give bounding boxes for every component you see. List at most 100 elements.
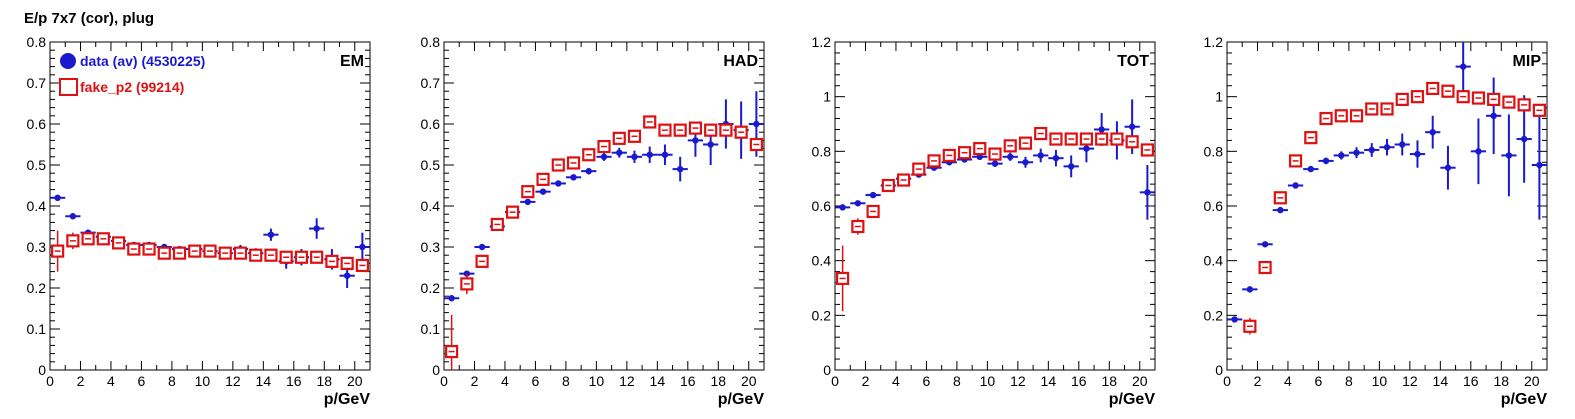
x-tick-label: 6 <box>1315 373 1323 389</box>
x-tick-label: 20 <box>741 373 757 389</box>
panel-title: TOT <box>1117 53 1149 70</box>
data-point <box>524 198 532 206</box>
panel-em: 0 2 4 6 8 10 12 14 16 18 20 0 0.1 0.2 0.3 0.4 0.5 0.6 0.7 0… <box>27 34 371 408</box>
data-point <box>1261 241 1269 248</box>
data-point <box>1144 189 1151 196</box>
data-point <box>661 151 669 158</box>
y-tick-label: 1.2 <box>812 34 832 50</box>
data-point <box>991 160 999 167</box>
x-tick-label: 18 <box>1493 373 1509 389</box>
data-point <box>54 194 61 201</box>
y-tick-label: 0.7 <box>27 75 47 91</box>
x-tick-label: 2 <box>1254 373 1262 389</box>
y-tick-label: 0 <box>1215 362 1223 378</box>
data-point <box>1490 112 1497 120</box>
x-tick-label: 14 <box>1433 373 1449 389</box>
data-point <box>313 225 320 232</box>
data-point <box>707 141 714 148</box>
y-tick-label: 1 <box>1215 89 1223 105</box>
y-tick-label: 1.2 <box>1204 34 1224 50</box>
legend-label-data: data (av) (4530225) <box>80 53 205 69</box>
x-tick-label: 18 <box>316 373 332 389</box>
x-tick-label: 16 <box>1463 373 1479 389</box>
x-tick-label: 20 <box>347 373 363 389</box>
data-point <box>585 167 592 175</box>
data-point <box>1128 123 1136 130</box>
x-axis-title: p/GeV <box>718 391 765 408</box>
y-tick-label: 0.4 <box>27 198 47 214</box>
data-point <box>539 188 547 195</box>
y-tick-label: 0.5 <box>27 157 47 173</box>
data-point <box>1037 152 1044 159</box>
data-point <box>1475 148 1482 155</box>
x-tick-label: 14 <box>650 373 666 389</box>
x-tick-label: 16 <box>1071 373 1087 389</box>
x-tick-label: 12 <box>1010 373 1026 389</box>
data-point <box>1307 165 1315 173</box>
y-tick-label: 0.5 <box>421 157 441 173</box>
x-tick-label: 8 <box>562 373 570 389</box>
data-point <box>839 204 846 211</box>
y-tick-label: 0.2 <box>1204 307 1224 323</box>
legend-marker-data <box>60 53 76 69</box>
x-tick-label: 12 <box>619 373 635 389</box>
x-tick-label: 6 <box>138 373 146 389</box>
x-tick-label: 10 <box>980 373 996 389</box>
legend-marker-fake <box>59 78 78 96</box>
x-axis-title: p/GeV <box>1109 391 1156 408</box>
data-point <box>676 165 684 173</box>
data-point <box>343 272 351 279</box>
data-point <box>1338 152 1345 159</box>
x-tick-label: 4 <box>1284 373 1292 389</box>
y-tick-label: 0 <box>823 362 831 378</box>
data-point <box>1505 152 1513 159</box>
data-point <box>1083 145 1090 152</box>
y-tick-label: 0.7 <box>421 75 441 91</box>
data-point <box>448 295 455 302</box>
data-point <box>1292 182 1299 189</box>
data-point <box>1007 153 1014 160</box>
panel-title: HAD <box>723 53 758 70</box>
panel-title: MIP <box>1513 53 1542 70</box>
panel-mip: 0 2 4 6 8 10 12 14 16 18 20 0 0.2 0.4 0.6 0.8 1 1.2 p/GeV M… <box>1204 34 1548 408</box>
y-tick-label: 0.8 <box>421 34 441 50</box>
x-tick-label: 12 <box>1402 373 1418 389</box>
data-point <box>1098 126 1105 133</box>
data-point <box>631 153 638 160</box>
x-tick-label: 14 <box>1041 373 1057 389</box>
x-axis-title: p/GeV <box>324 391 371 408</box>
x-tick-label: 6 <box>923 373 931 389</box>
plot-frame <box>1226 41 1548 371</box>
data-point <box>1536 161 1543 169</box>
x-axis-title: p/GeV <box>1501 391 1548 408</box>
data-point <box>267 231 275 238</box>
data-point <box>555 180 562 187</box>
x-tick-label: 10 <box>589 373 605 389</box>
x-tick-label: 10 <box>195 373 211 389</box>
x-tick-label: 2 <box>471 373 479 389</box>
y-tick-label: 0.1 <box>421 321 441 337</box>
y-tick-label: 0.8 <box>27 34 47 50</box>
x-tick-label: 20 <box>1524 373 1540 389</box>
data-point <box>1322 157 1330 165</box>
y-tick-label: 0.8 <box>812 143 832 159</box>
data-point <box>1052 154 1060 162</box>
y-tick-label: 0.6 <box>421 116 441 132</box>
x-tick-label: 6 <box>532 373 540 389</box>
data-point <box>854 200 862 207</box>
panel-had: 0 2 4 6 8 10 12 14 16 18 20 0 0.1 0.2 0.3 0.4 0.5 0.6 0.7 0… <box>421 34 765 408</box>
data-point <box>1246 286 1254 293</box>
plot-frame <box>443 41 765 371</box>
data-point <box>1231 316 1238 323</box>
y-tick-label: 0.4 <box>421 198 441 214</box>
data-point <box>1399 141 1406 148</box>
data-point <box>976 153 983 160</box>
y-tick-label: 0.4 <box>812 253 832 269</box>
x-tick-label: 8 <box>953 373 961 389</box>
y-tick-label: 0.6 <box>27 116 47 132</box>
data-point <box>1444 164 1452 171</box>
y-tick-label: 0.4 <box>1204 253 1224 269</box>
y-tick-label: 0.3 <box>27 239 47 255</box>
y-tick-label: 0.6 <box>1204 198 1224 214</box>
